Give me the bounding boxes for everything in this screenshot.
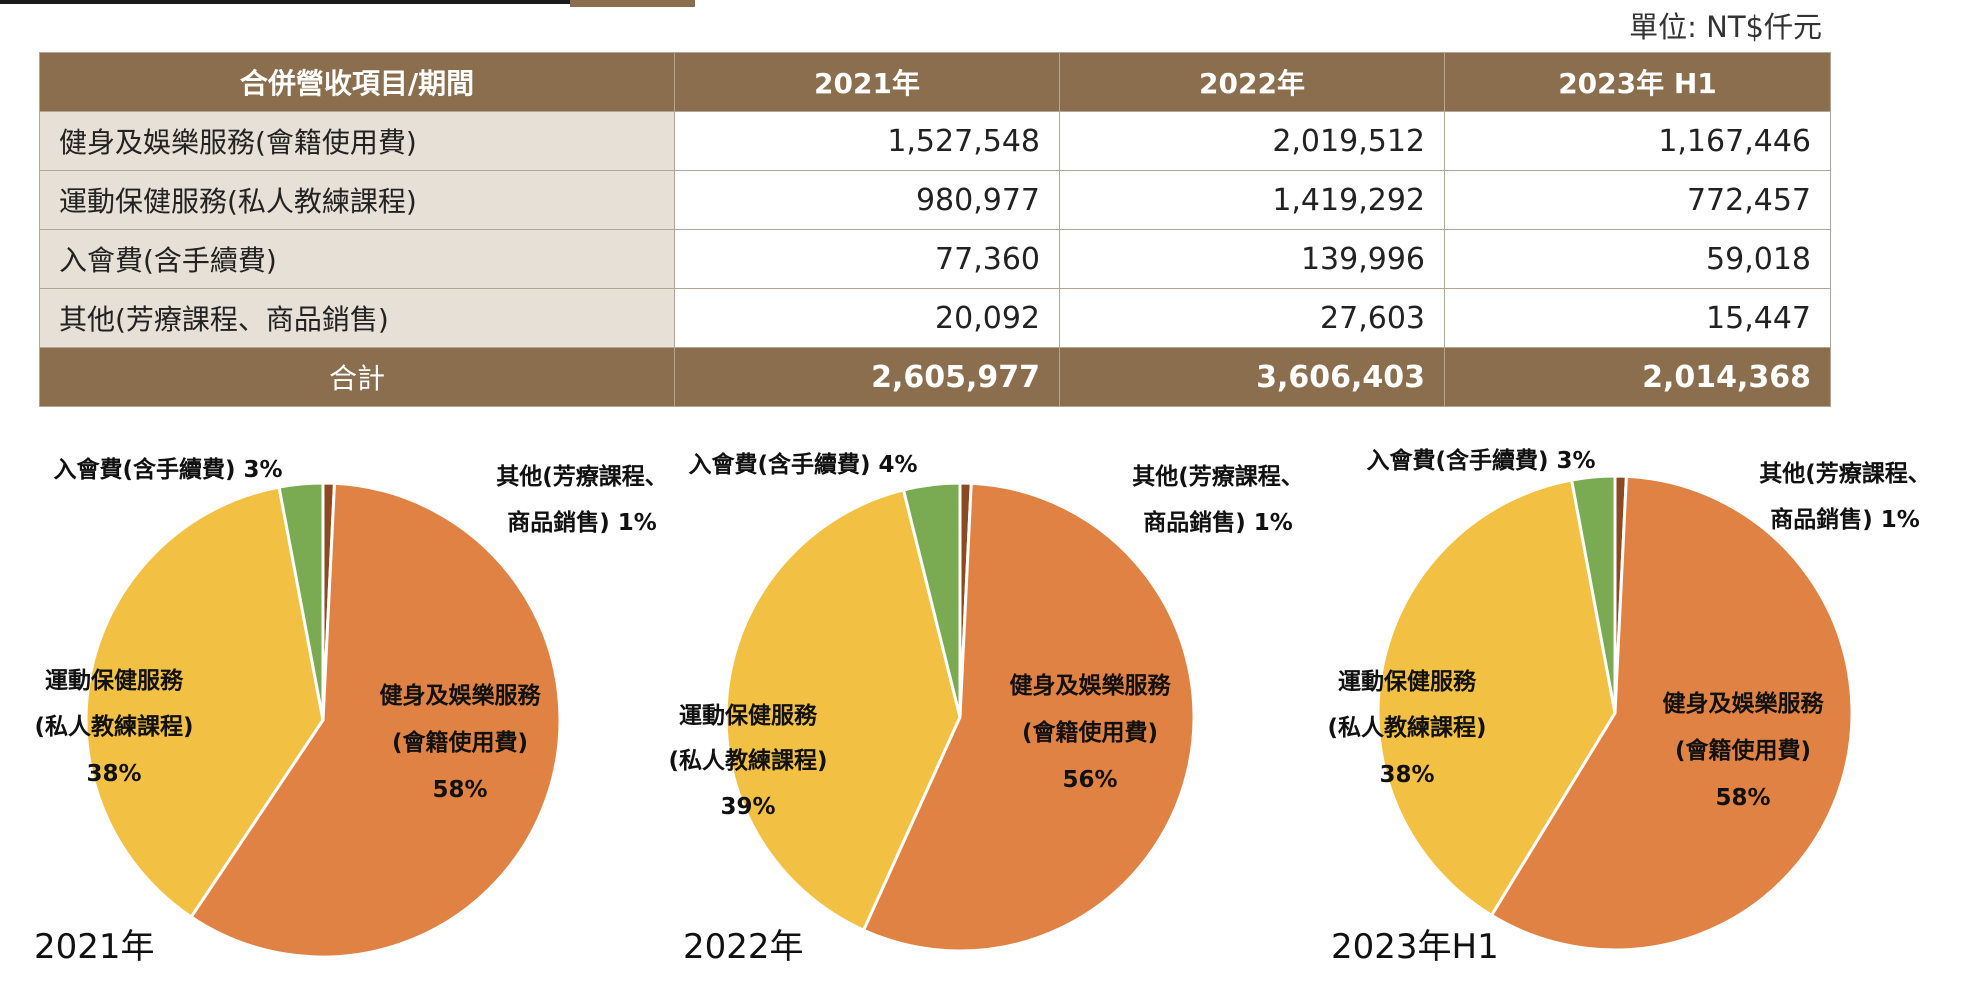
table-row: 健身及娛樂服務(會籍使用費) 1,527,548 2,019,512 1,167… — [39, 111, 1831, 171]
slice-label: 56% — [1062, 767, 1117, 793]
slice-label: 38% — [1379, 762, 1434, 788]
slice-label: 商品銷售) 1% — [1770, 506, 1920, 533]
slice-fitness — [861, 481, 1196, 953]
chart-year-label: 2021年 — [34, 927, 155, 967]
unit-label: 單位: NT$仟元 — [1629, 10, 1822, 44]
pie-chart: 健身及娛樂服務 (會籍使用費) 58% 運動保健服務 (私人教練課程) 38% 入會費(含手… — [34, 456, 668, 967]
total-cell: 2,014,368 — [1444, 347, 1831, 407]
slice-training — [1376, 478, 1617, 918]
slice-label: 入會費(含手續費) 4% — [688, 451, 917, 478]
slice-label: 運動保健服務 — [1338, 668, 1477, 695]
slice-label: 健身及娛樂服務 — [1010, 672, 1172, 699]
slice-label: 其他(芳療課程、 — [1759, 460, 1931, 487]
total-label: 合計 — [39, 347, 675, 407]
column-header-item: 合併營收項目/期間 — [39, 52, 675, 112]
chart-year-label: 2022年 — [683, 927, 804, 967]
column-header-2023h1: 2023年 H1 — [1444, 52, 1831, 112]
slice-fitness — [1489, 474, 1854, 952]
table-cell: 772,457 — [1444, 170, 1831, 230]
slice-label: 38% — [86, 761, 141, 787]
table-cell: 2,019,512 — [1059, 111, 1445, 171]
slice-label: 58% — [432, 777, 487, 803]
table-cell: 59,018 — [1444, 229, 1831, 289]
table-cell: 139,996 — [1059, 229, 1445, 289]
table-cell: 1,527,548 — [674, 111, 1060, 171]
table-header-row: 合併營收項目/期間 2021年 2022年 2023年 H1 — [39, 52, 1831, 112]
slice-label: 健身及娛樂服務 — [1663, 690, 1825, 717]
row-label: 其他(芳療課程、商品銷售) — [39, 288, 675, 348]
header-accent-bar — [570, 0, 695, 7]
table-cell: 1,167,446 — [1444, 111, 1831, 171]
slice-label: (私人教練課程) — [34, 713, 193, 740]
table-row: 入會費(含手續費) 77,360 139,996 59,018 — [39, 229, 1831, 289]
slice-label: (會籍使用費) — [392, 729, 528, 756]
slice-label: 運動保健服務 — [679, 702, 818, 729]
pie-chart: 健身及娛樂服務 (會籍使用費) 56% 運動保健服務 (私人教練課程) 39% 入會費(含手… — [668, 451, 1303, 967]
header-rule — [0, 0, 570, 4]
slice-entry — [1569, 474, 1617, 714]
slice-entry — [277, 481, 325, 721]
table-row: 運動保健服務(私人教練課程) 980,977 1,419,292 772,457 — [39, 170, 1831, 230]
slice-label: 39% — [720, 794, 775, 820]
column-header-2022: 2022年 — [1059, 52, 1445, 112]
chart-year-label: 2023年H1 — [1331, 927, 1499, 967]
row-label: 運動保健服務(私人教練課程) — [39, 170, 675, 230]
table-cell: 77,360 — [674, 229, 1060, 289]
slice-label: (私人教練課程) — [668, 747, 827, 774]
slice-training — [84, 485, 325, 920]
slice-label: 其他(芳療課程、 — [496, 463, 668, 490]
pie-chart: 健身及娛樂服務 (會籍使用費) 58% 運動保健服務 (私人教練課程) 38% 入會費(含手… — [1327, 447, 1930, 967]
table-cell: 15,447 — [1444, 288, 1831, 348]
revenue-table: 合併營收項目/期間 2021年 2022年 2023年 H1 健身及娛樂服務(會… — [39, 52, 1831, 407]
table-cell: 20,092 — [674, 288, 1060, 348]
table-cell: 27,603 — [1059, 288, 1445, 348]
slice-label: 入會費(含手續費) 3% — [1366, 447, 1595, 474]
column-header-2021: 2021年 — [674, 52, 1060, 112]
slice-label: (私人教練課程) — [1327, 714, 1486, 741]
total-cell: 2,605,977 — [674, 347, 1060, 407]
total-cell: 3,606,403 — [1059, 347, 1445, 407]
slice-label: 58% — [1715, 785, 1770, 811]
slice-fitness — [189, 481, 562, 959]
slice-label: (會籍使用費) — [1675, 737, 1811, 764]
table-cell: 980,977 — [674, 170, 1060, 230]
table-total-row: 合計 2,605,977 3,606,403 2,014,368 — [39, 347, 1831, 407]
table-cell: 1,419,292 — [1059, 170, 1445, 230]
slice-label: 健身及娛樂服務 — [380, 682, 542, 709]
slice-label: 商品銷售) 1% — [1143, 509, 1293, 536]
slice-label: 其他(芳療課程、 — [1132, 463, 1304, 490]
slice-label: 入會費(含手續費) 3% — [53, 456, 282, 483]
slice-training — [724, 488, 962, 933]
row-label: 健身及娛樂服務(會籍使用費) — [39, 111, 675, 171]
slice-entry — [901, 481, 962, 718]
table-row: 其他(芳療課程、商品銷售) 20,092 27,603 15,447 — [39, 288, 1831, 348]
slice-label: 商品銷售) 1% — [507, 509, 657, 536]
slice-label: (會籍使用費) — [1022, 719, 1158, 746]
slice-label: 運動保健服務 — [45, 667, 184, 694]
